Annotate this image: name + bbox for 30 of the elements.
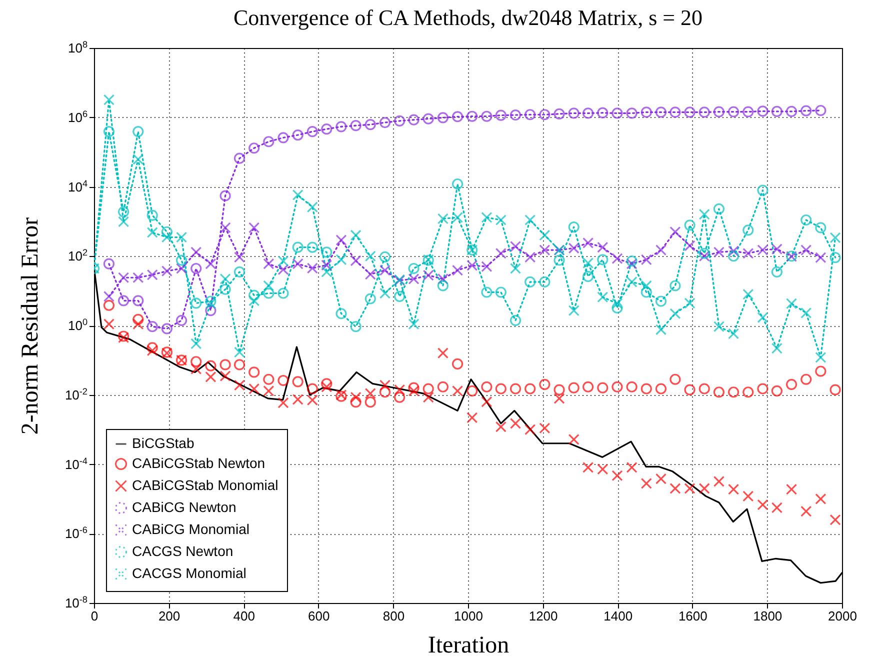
x-tick-label: 1000 <box>454 608 483 624</box>
x-tick-label: 2000 <box>828 608 857 624</box>
y-axis-title: 2-norm Residual Error <box>18 217 44 435</box>
x-tick-label: 200 <box>158 608 180 624</box>
y-tick-label: 10$^{-8}$ <box>64 594 88 610</box>
x-tick-label: 1800 <box>753 608 782 624</box>
x-tick-label: 1400 <box>604 608 633 624</box>
x-axis-title: Iteration <box>428 632 510 658</box>
legend-label: CABiCGStab Monomial <box>132 477 278 493</box>
y-tick-label: 10$^{-6}$ <box>64 525 88 542</box>
x-tick-label: 800 <box>382 608 405 624</box>
legend-label: CABiCG Monomial <box>132 521 250 537</box>
y-tick-label: 10$^{6}$ <box>68 108 88 125</box>
y-tick-label: 10$^{8}$ <box>68 40 88 56</box>
legend-label: CABiCG Newton <box>132 499 236 515</box>
y-tick-label: 10$^{-2}$ <box>64 386 88 402</box>
x-tick-label: 0 <box>90 608 98 624</box>
legend-label: CABiCGStab Newton <box>132 455 266 471</box>
x-tick-label: 1200 <box>528 608 558 624</box>
chart-title: Convergence of CA Methods, dw2048 Matrix, s = 20 <box>233 5 703 30</box>
legend-label: BiCGStab <box>132 435 194 451</box>
legend-label: CACGS Newton <box>132 543 234 559</box>
x-tick-label: 1600 <box>678 608 708 624</box>
legend-label: CACGS Monomial <box>132 565 246 581</box>
y-tick-label: 10$^{0}$ <box>68 317 88 333</box>
y-tick-label: 10$^{-4}$ <box>64 456 88 472</box>
x-tick-label: 600 <box>308 608 330 624</box>
x-tick-label: 400 <box>233 608 255 624</box>
y-tick-label: 10$^{4}$ <box>68 178 88 194</box>
y-tick-label: 10$^{2}$ <box>68 248 88 264</box>
